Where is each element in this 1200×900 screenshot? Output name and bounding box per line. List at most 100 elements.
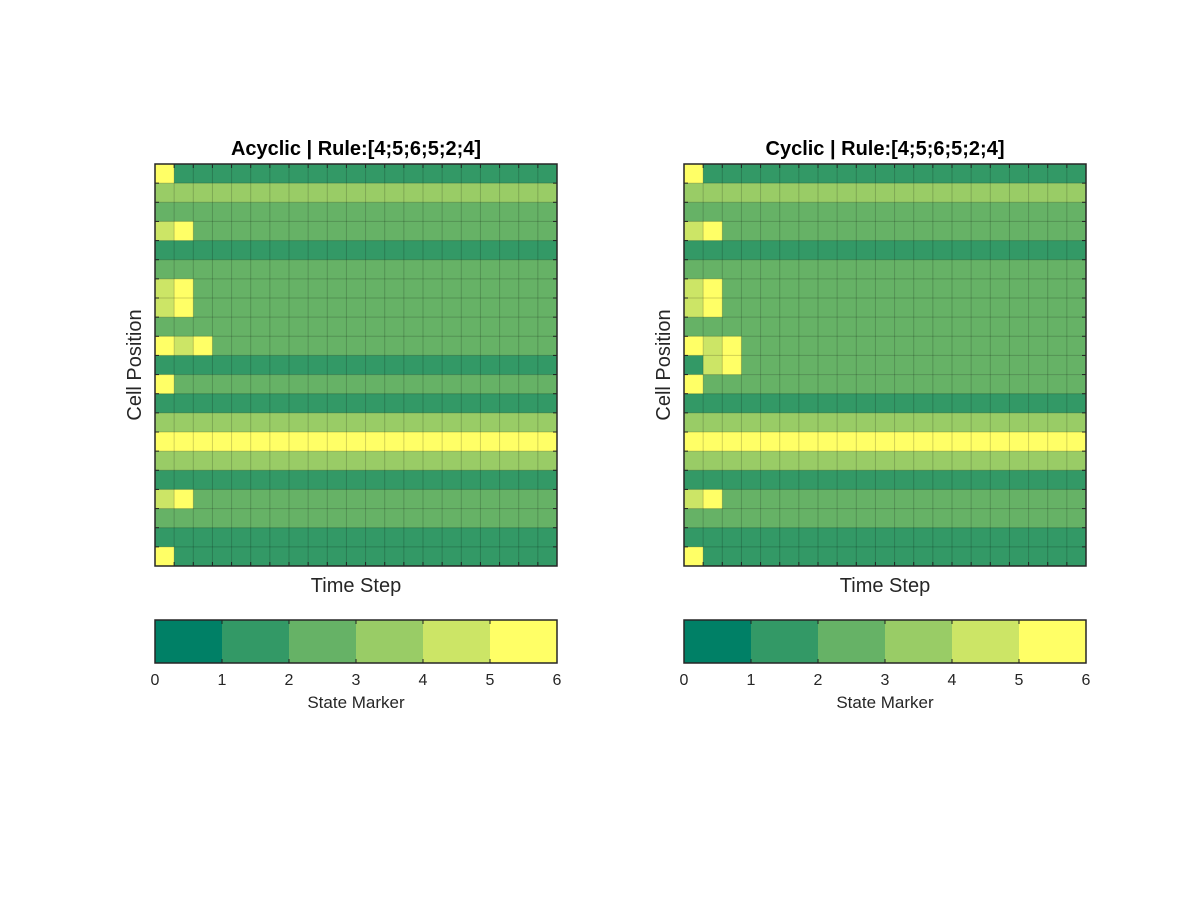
heatmap-cell <box>174 202 193 221</box>
heatmap-cell <box>308 528 327 547</box>
colorbar-label: State Marker <box>307 693 405 712</box>
heatmap-cell <box>251 164 270 183</box>
heatmap-cell <box>1067 241 1086 260</box>
heatmap-cell <box>346 355 365 374</box>
heatmap-cell <box>741 317 760 336</box>
heatmap-cell <box>722 413 741 432</box>
heatmap-cell <box>212 336 231 355</box>
heatmap-cell <box>722 202 741 221</box>
x-axis-label: Time Step <box>840 575 930 597</box>
heatmap-cell <box>423 470 442 489</box>
heatmap-cell <box>538 470 557 489</box>
heatmap-cell <box>895 336 914 355</box>
heatmap-cell <box>990 413 1009 432</box>
heatmap-cell <box>856 164 875 183</box>
heatmap-cell <box>346 183 365 202</box>
heatmap-cell <box>971 432 990 451</box>
heatmap-cell <box>799 432 818 451</box>
heatmap-cell <box>971 298 990 317</box>
heatmap-cell <box>366 489 385 508</box>
heatmap-cell <box>741 451 760 470</box>
heatmap-cell <box>780 375 799 394</box>
heatmap-cell <box>856 375 875 394</box>
heatmap-cell <box>346 164 365 183</box>
heatmap-cell <box>404 547 423 566</box>
heatmap-cell <box>703 317 722 336</box>
heatmap-cell <box>837 298 856 317</box>
heatmap-cell <box>480 489 499 508</box>
heatmap-cell <box>895 528 914 547</box>
heatmap-cell <box>251 489 270 508</box>
heatmap-cell <box>174 279 193 298</box>
heatmap-cell <box>461 221 480 240</box>
heatmap-cell <box>722 489 741 508</box>
heatmap-cell <box>155 221 174 240</box>
heatmap-cell <box>538 375 557 394</box>
heatmap-cell <box>971 489 990 508</box>
heatmap-cell <box>212 528 231 547</box>
heatmap-cell <box>155 298 174 317</box>
heatmap-cell <box>971 241 990 260</box>
heatmap-cell <box>1029 221 1048 240</box>
heatmap-cell <box>519 470 538 489</box>
heatmap-cell <box>1029 317 1048 336</box>
heatmap-cell <box>423 241 442 260</box>
heatmap-cell <box>270 183 289 202</box>
heatmap-cell <box>895 547 914 566</box>
heatmap-cell <box>538 164 557 183</box>
heatmap-cell <box>1067 317 1086 336</box>
heatmap-cell <box>442 528 461 547</box>
heatmap-cell <box>289 394 308 413</box>
heatmap-cell <box>270 241 289 260</box>
heatmap-cell <box>895 298 914 317</box>
heatmap-cell <box>818 470 837 489</box>
heatmap-cell <box>914 241 933 260</box>
heatmap-cell <box>895 470 914 489</box>
heatmap-cell <box>174 355 193 374</box>
heatmap-cell <box>837 241 856 260</box>
colorbar-swatch <box>751 620 818 663</box>
heatmap-cell <box>761 183 780 202</box>
heatmap-cell <box>1048 317 1067 336</box>
heatmap-cell <box>327 547 346 566</box>
heatmap-cell <box>385 547 404 566</box>
heatmap-cell <box>212 432 231 451</box>
heatmap-cell <box>346 509 365 528</box>
heatmap-cell <box>289 547 308 566</box>
heatmap-cell <box>780 451 799 470</box>
heatmap-cell <box>1067 355 1086 374</box>
heatmap-cell <box>519 432 538 451</box>
heatmap-cell <box>289 202 308 221</box>
heatmap-cell <box>741 260 760 279</box>
heatmap-cell <box>952 164 971 183</box>
heatmap-cell <box>251 317 270 336</box>
heatmap-cell <box>423 528 442 547</box>
heatmap-cell <box>461 317 480 336</box>
heatmap-cell <box>933 451 952 470</box>
heatmap-cell <box>799 183 818 202</box>
heatmap-cell <box>1048 260 1067 279</box>
heatmap-cell <box>684 164 703 183</box>
heatmap-cell <box>385 432 404 451</box>
heatmap-cell <box>423 221 442 240</box>
heatmap-cell <box>1048 451 1067 470</box>
heatmap-cell <box>895 183 914 202</box>
heatmap-cell <box>193 202 212 221</box>
heatmap-cell <box>684 298 703 317</box>
heatmap-cell <box>741 355 760 374</box>
heatmap-cell <box>837 164 856 183</box>
colorbar-swatch <box>356 620 423 663</box>
heatmap-cell <box>722 183 741 202</box>
y-axis-label: Cell Position <box>653 309 675 420</box>
heatmap-cell <box>346 375 365 394</box>
heatmap-cell <box>480 202 499 221</box>
heatmap-cell <box>1048 432 1067 451</box>
colorbar-swatch <box>155 620 222 663</box>
heatmap-cell <box>385 260 404 279</box>
heatmap-cell <box>684 509 703 528</box>
heatmap-cell <box>174 317 193 336</box>
heatmap-cell <box>703 470 722 489</box>
heatmap-cell <box>875 298 894 317</box>
heatmap-cell <box>971 202 990 221</box>
heatmap-cell <box>875 413 894 432</box>
